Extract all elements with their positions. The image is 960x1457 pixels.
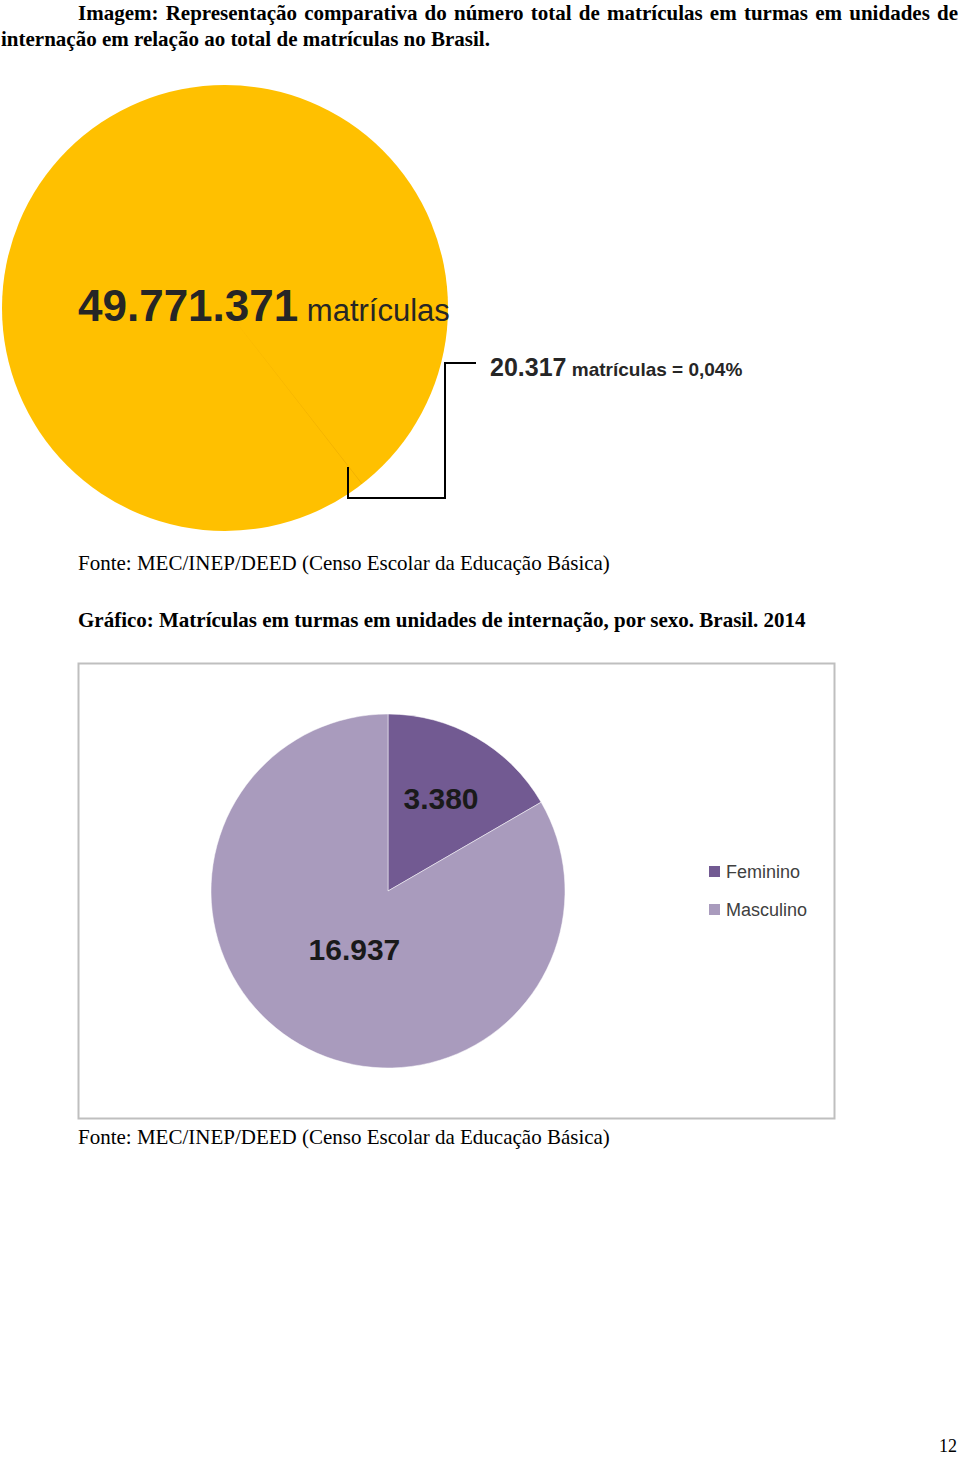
legend-label: Feminino bbox=[726, 862, 800, 882]
label-value: 49.771.371 bbox=[78, 281, 298, 330]
header-caption: Imagem: Representação comparativa do núm… bbox=[1, 0, 958, 52]
page-canvas: 49.771.371 matrículas 20.317 matrículas =… bbox=[0, 0, 960, 1457]
source-note: Fonte: MEC/INEP/DEED (Censo Escolar da E… bbox=[78, 1125, 610, 1149]
data-label: 16.937 bbox=[309, 933, 401, 966]
part-wedge bbox=[225, 308, 362, 484]
data-label: 49.771.371 matrículas bbox=[78, 281, 450, 330]
source-note: Fonte: MEC/INEP/DEED (Censo Escolar da E… bbox=[78, 551, 610, 575]
page-number: 12 bbox=[939, 1436, 957, 1456]
pie bbox=[211, 714, 565, 1068]
legend: Feminino Masculino bbox=[709, 862, 807, 920]
label-unit: matrículas bbox=[298, 293, 450, 328]
data-label: 20.317 matrículas = 0,04% bbox=[490, 353, 742, 381]
data-label: 3.380 bbox=[403, 782, 478, 815]
legend-swatch bbox=[709, 866, 720, 877]
chart-frame bbox=[79, 664, 835, 1119]
legend-label: Masculino bbox=[726, 900, 807, 920]
pie-slice bbox=[211, 714, 565, 1068]
label-value: 20.317 bbox=[490, 353, 566, 381]
legend-swatch bbox=[709, 904, 720, 915]
label-unit: matrículas = 0,04% bbox=[566, 359, 742, 380]
bracket bbox=[348, 363, 476, 498]
chart-title: Gráfico: Matrículas em turmas em unidade… bbox=[78, 608, 806, 632]
proportion-chart: 49.771.371 matrículas 20.317 matrículas =… bbox=[2, 85, 742, 531]
